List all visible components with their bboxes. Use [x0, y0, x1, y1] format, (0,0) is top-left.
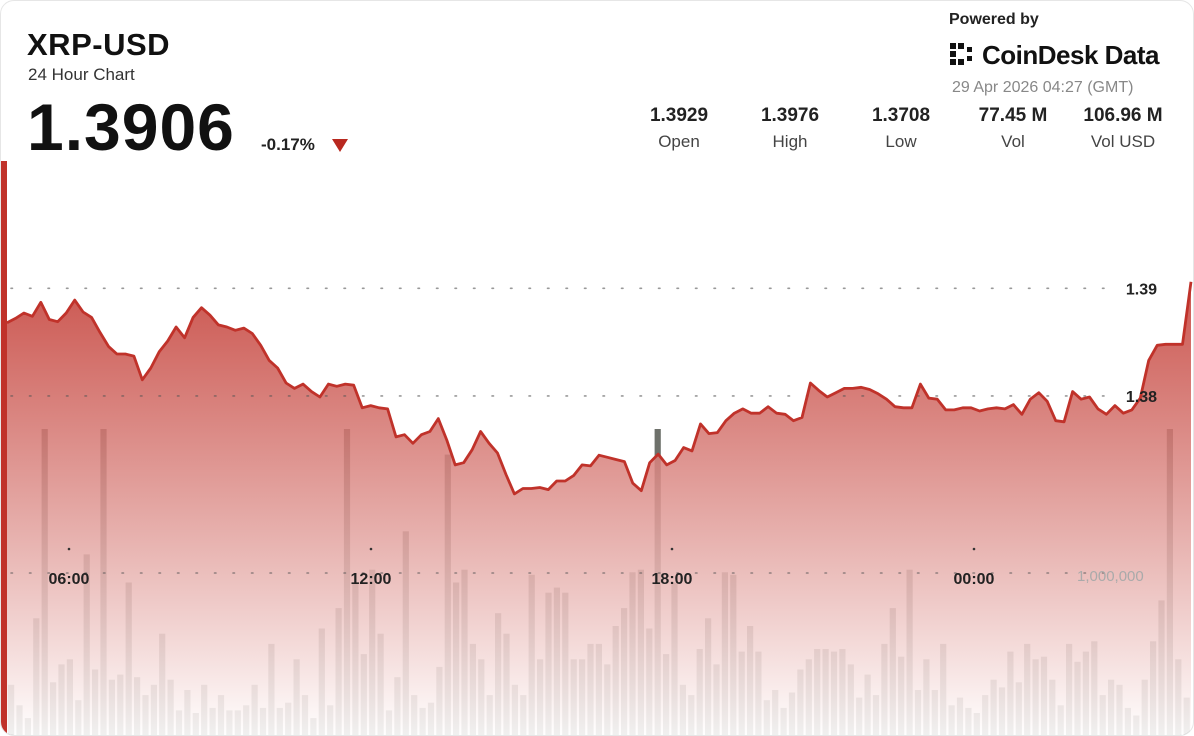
x-tick-mark	[369, 547, 373, 551]
stat-high-value: 1.3976	[760, 105, 820, 126]
stat-vol-usd-value: 106.96 M	[1083, 105, 1163, 126]
stat-open-label: Open	[658, 132, 700, 151]
price-change: -0.17%	[261, 135, 315, 154]
stat-open: 1.3929 Open	[624, 105, 734, 152]
triangle-down-icon	[332, 139, 348, 152]
price-line	[6, 281, 1193, 496]
powered-by-label: Powered by	[949, 11, 1039, 28]
stat-high-label: High	[772, 132, 808, 151]
stat-vol-value: 77.45 M	[978, 105, 1048, 126]
x-tick-label: 06:00	[49, 571, 90, 588]
stat-open-value: 1.3929	[649, 105, 709, 126]
price-area-fill	[7, 281, 1191, 735]
x-tick-mark	[972, 547, 976, 551]
ticker-symbol: XRP-USD	[27, 27, 171, 62]
stat-vol-usd: 106.96 M Vol USD	[1068, 105, 1178, 152]
stat-vol-usd-label: Vol USD	[1090, 132, 1156, 151]
stat-low: 1.3708 Low	[846, 105, 956, 152]
x-tick-mark	[67, 547, 71, 551]
stat-vol: 77.45 M Vol	[958, 105, 1068, 152]
volume-tick-label: 1,000,000	[1077, 568, 1144, 585]
stat-vol-label: Vol	[1001, 132, 1025, 151]
y-tick-label: 1.38	[1126, 389, 1157, 406]
stat-high: 1.3976 High	[735, 105, 845, 152]
y-tick-label: 1.39	[1126, 281, 1157, 298]
stat-low-value: 1.3708	[871, 105, 931, 126]
x-tick-label: 12:00	[351, 571, 392, 588]
timestamp: 29 Apr 2026 04:27 (GMT)	[952, 79, 1134, 96]
accent-bar	[1, 161, 7, 735]
chart-subtitle: 24 Hour Chart	[28, 65, 135, 84]
x-tick-label: 00:00	[954, 571, 995, 588]
logo-text: CoinDesk Data	[982, 39, 1160, 70]
current-price: 1.3906	[27, 90, 235, 164]
axis-labels: 1.39 1.38 1,000,000 06:00 12:00 18:00 00:00	[49, 281, 1158, 588]
x-tick-label: 18:00	[652, 571, 693, 588]
coindesk-logo-icon	[950, 43, 972, 65]
stat-low-label: Low	[885, 132, 917, 151]
x-tick-mark	[670, 547, 674, 551]
coindesk-logo[interactable]: CoinDesk Data	[948, 39, 1160, 71]
